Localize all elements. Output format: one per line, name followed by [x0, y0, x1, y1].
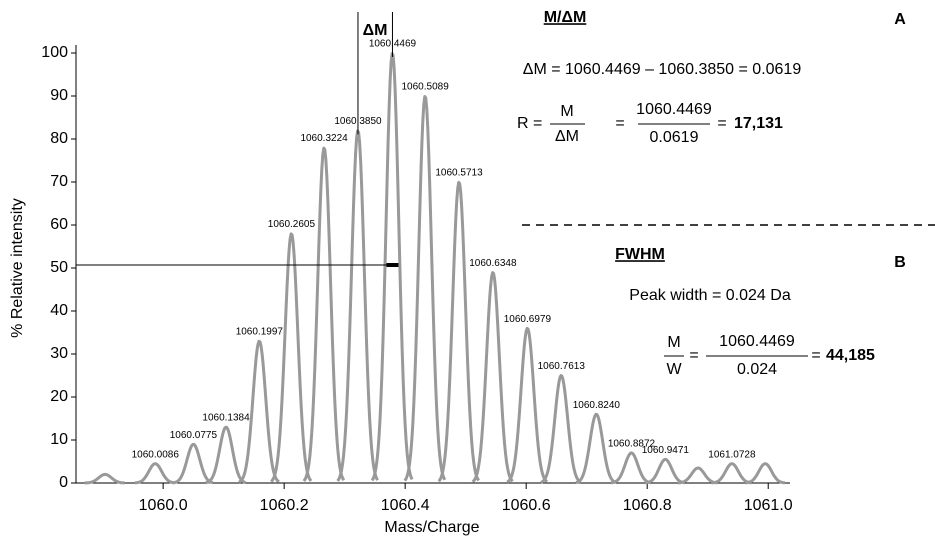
peak: [336, 129, 379, 482]
y-tick-label: 10: [50, 431, 68, 448]
delta-m-label: ΔM: [363, 22, 388, 39]
x-tick-label: 1060.8: [623, 497, 672, 514]
peak: [437, 180, 480, 483]
peak: [644, 457, 686, 485]
peak-label: 1060.5089: [401, 82, 449, 93]
peak: [471, 271, 514, 483]
x-tick-label: 1061.0: [744, 497, 793, 514]
peak-label: 1060.1384: [202, 413, 250, 424]
peak-label: 1060.7613: [538, 361, 586, 372]
peak-label: 1060.5713: [435, 168, 483, 179]
y-tick-label: 90: [50, 87, 68, 104]
y-tick-label: 100: [41, 44, 68, 61]
panel-heading: FWHM: [615, 246, 665, 263]
result: 17,131: [734, 115, 783, 132]
equals: =: [689, 347, 698, 364]
peak: [84, 472, 126, 485]
peak-label: 1060.1997: [236, 327, 284, 338]
denominator: ΔM: [555, 128, 579, 145]
peak: [744, 462, 786, 485]
peak-label: 1060.0086: [132, 449, 180, 460]
peak: [302, 146, 346, 482]
peak-label: 1060.6348: [469, 258, 517, 269]
peak: [711, 462, 753, 485]
peak-label: 1060.3224: [300, 133, 348, 144]
peak: [134, 462, 176, 485]
y-tick-label: 20: [50, 388, 68, 405]
panel-letter: B: [894, 254, 906, 271]
peak: [506, 326, 549, 484]
x-axis-label: Mass/Charge: [384, 519, 479, 536]
x-tick-label: 1060.4: [381, 497, 430, 514]
y-tick-label: 40: [50, 302, 68, 319]
equation: R =: [517, 115, 542, 132]
numerator: M: [667, 334, 680, 351]
peak: [677, 466, 719, 485]
denominator: W: [666, 361, 682, 378]
peak-label: 1061.0728: [708, 449, 756, 460]
peak: [205, 425, 247, 485]
peak-label: 1060.8240: [573, 400, 621, 411]
peak-label: 1060.6979: [504, 314, 552, 325]
y-tick-label: 80: [50, 130, 68, 147]
y-tick-label: 30: [50, 345, 68, 362]
y-tick-label: 70: [50, 173, 68, 190]
denominator: 0.0619: [650, 129, 699, 146]
equals: =: [811, 347, 820, 364]
peak-label: 1060.2605: [268, 219, 316, 230]
peak: [172, 442, 214, 485]
equals: =: [615, 115, 624, 132]
peak-label: 1060.8872: [608, 439, 656, 450]
numerator: 1060.4469: [719, 333, 795, 350]
x-tick-label: 1060.2: [260, 497, 309, 514]
equation: ΔM = 1060.4469 – 1060.3850 = 0.0619: [523, 61, 802, 78]
x-tick-label: 1060.0: [139, 497, 188, 514]
numerator: 1060.4469: [636, 101, 712, 118]
denominator: 0.024: [737, 361, 777, 378]
result: 44,185: [826, 347, 875, 364]
panel-heading: M/ΔM: [544, 9, 587, 26]
peak: [575, 412, 617, 485]
peak-label: 1060.0775: [170, 430, 218, 441]
peak-label: 1060.9471: [642, 445, 690, 456]
peak: [403, 95, 447, 482]
equals: =: [717, 115, 726, 132]
x-tick-label: 1060.6: [502, 497, 551, 514]
y-tick-label: 0: [59, 474, 68, 491]
y-tick-label: 60: [50, 216, 68, 233]
peak: [270, 232, 313, 483]
y-axis-label: % Relative intensity: [9, 198, 26, 338]
peak-width: Peak width = 0.024 Da: [629, 287, 791, 304]
y-tick-label: 50: [50, 259, 68, 276]
peak: [610, 451, 652, 485]
numerator: M: [560, 103, 573, 120]
peak: [238, 339, 280, 484]
panel-letter: A: [894, 11, 906, 28]
peak: [540, 374, 582, 484]
